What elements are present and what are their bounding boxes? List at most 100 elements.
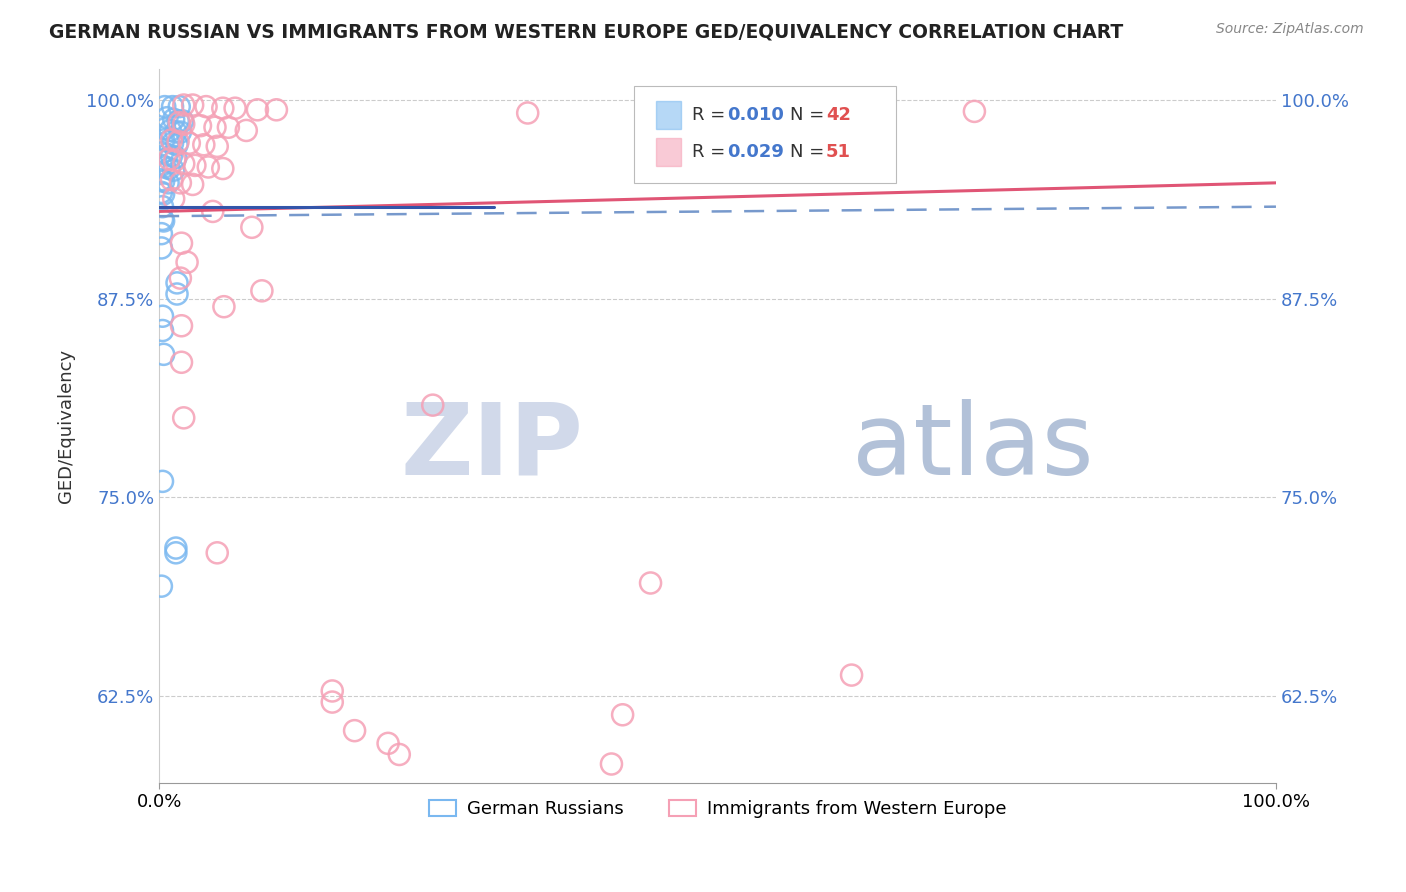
Point bbox=[169, 271, 191, 285]
Point bbox=[211, 161, 233, 176]
Point bbox=[184, 158, 207, 172]
Point bbox=[152, 324, 174, 338]
Point bbox=[240, 220, 263, 235]
Point bbox=[157, 135, 180, 149]
Point bbox=[152, 347, 174, 361]
Point bbox=[250, 284, 273, 298]
Point bbox=[162, 136, 184, 150]
Point bbox=[163, 112, 186, 127]
Point bbox=[157, 176, 180, 190]
Point bbox=[173, 157, 195, 171]
Point bbox=[195, 100, 218, 114]
Point bbox=[388, 747, 411, 762]
Point bbox=[152, 475, 174, 489]
Bar bbox=[657, 138, 681, 167]
Point bbox=[169, 125, 191, 139]
Point bbox=[150, 158, 173, 172]
Point bbox=[516, 106, 538, 120]
Point bbox=[246, 103, 269, 117]
Point bbox=[600, 757, 623, 772]
Point bbox=[166, 276, 188, 290]
Point bbox=[165, 541, 187, 555]
Point bbox=[211, 101, 233, 115]
Text: ZIP: ZIP bbox=[401, 399, 583, 496]
Point bbox=[190, 119, 212, 133]
Point bbox=[165, 151, 187, 165]
Point bbox=[193, 137, 215, 152]
Point bbox=[165, 125, 187, 139]
Point bbox=[152, 310, 174, 324]
Point bbox=[197, 160, 219, 174]
Point bbox=[152, 212, 174, 227]
Point bbox=[150, 241, 173, 255]
Point bbox=[167, 114, 190, 128]
Point bbox=[321, 695, 343, 709]
Point bbox=[163, 153, 186, 168]
Y-axis label: GED/Equivalency: GED/Equivalency bbox=[58, 349, 75, 503]
Point bbox=[156, 147, 179, 161]
Text: Source: ZipAtlas.com: Source: ZipAtlas.com bbox=[1216, 22, 1364, 37]
Point bbox=[166, 137, 188, 152]
Point bbox=[205, 546, 228, 560]
Point bbox=[224, 101, 246, 115]
Point bbox=[152, 200, 174, 214]
Point bbox=[163, 192, 186, 206]
Point bbox=[179, 136, 201, 150]
Point bbox=[321, 684, 343, 698]
Point bbox=[422, 398, 444, 412]
Point bbox=[169, 176, 191, 190]
Point bbox=[173, 117, 195, 131]
Text: atlas: atlas bbox=[852, 399, 1094, 496]
Point bbox=[167, 100, 190, 114]
Point bbox=[163, 163, 186, 178]
Text: 0.010: 0.010 bbox=[728, 106, 785, 124]
Point bbox=[150, 172, 173, 186]
Point bbox=[152, 145, 174, 160]
Point bbox=[217, 120, 239, 135]
Bar bbox=[657, 101, 681, 129]
Point bbox=[157, 161, 180, 176]
Point bbox=[212, 300, 235, 314]
Point bbox=[170, 318, 193, 333]
Point bbox=[159, 123, 181, 137]
Point bbox=[152, 214, 174, 228]
Point bbox=[153, 100, 176, 114]
Point bbox=[173, 98, 195, 112]
Point bbox=[172, 114, 194, 128]
Point bbox=[640, 576, 662, 591]
Text: 0.029: 0.029 bbox=[728, 143, 785, 161]
Point bbox=[343, 723, 366, 738]
Point bbox=[377, 736, 399, 750]
Point bbox=[160, 133, 183, 147]
Point bbox=[152, 174, 174, 188]
Point bbox=[166, 287, 188, 301]
Point bbox=[156, 111, 179, 125]
Point bbox=[153, 160, 176, 174]
Text: N =: N = bbox=[790, 143, 830, 161]
Point bbox=[173, 410, 195, 425]
Point bbox=[612, 707, 634, 722]
Point bbox=[153, 121, 176, 136]
Point bbox=[170, 236, 193, 251]
Point bbox=[165, 546, 187, 560]
Point bbox=[235, 123, 257, 137]
Text: R =: R = bbox=[692, 106, 731, 124]
Text: N =: N = bbox=[790, 106, 830, 124]
Text: 42: 42 bbox=[825, 106, 851, 124]
Point bbox=[201, 204, 224, 219]
Point bbox=[205, 139, 228, 153]
Text: 51: 51 bbox=[825, 143, 851, 161]
Point bbox=[841, 668, 863, 682]
Text: R =: R = bbox=[692, 143, 731, 161]
Point bbox=[167, 135, 190, 149]
Point bbox=[160, 149, 183, 163]
Point bbox=[176, 255, 198, 269]
Point bbox=[170, 355, 193, 369]
Point bbox=[181, 98, 204, 112]
Point bbox=[963, 104, 986, 119]
FancyBboxPatch shape bbox=[634, 87, 896, 183]
Point bbox=[157, 152, 180, 166]
Text: GERMAN RUSSIAN VS IMMIGRANTS FROM WESTERN EUROPE GED/EQUIVALENCY CORRELATION CHA: GERMAN RUSSIAN VS IMMIGRANTS FROM WESTER… bbox=[49, 22, 1123, 41]
Point bbox=[162, 100, 184, 114]
Point bbox=[204, 120, 226, 135]
